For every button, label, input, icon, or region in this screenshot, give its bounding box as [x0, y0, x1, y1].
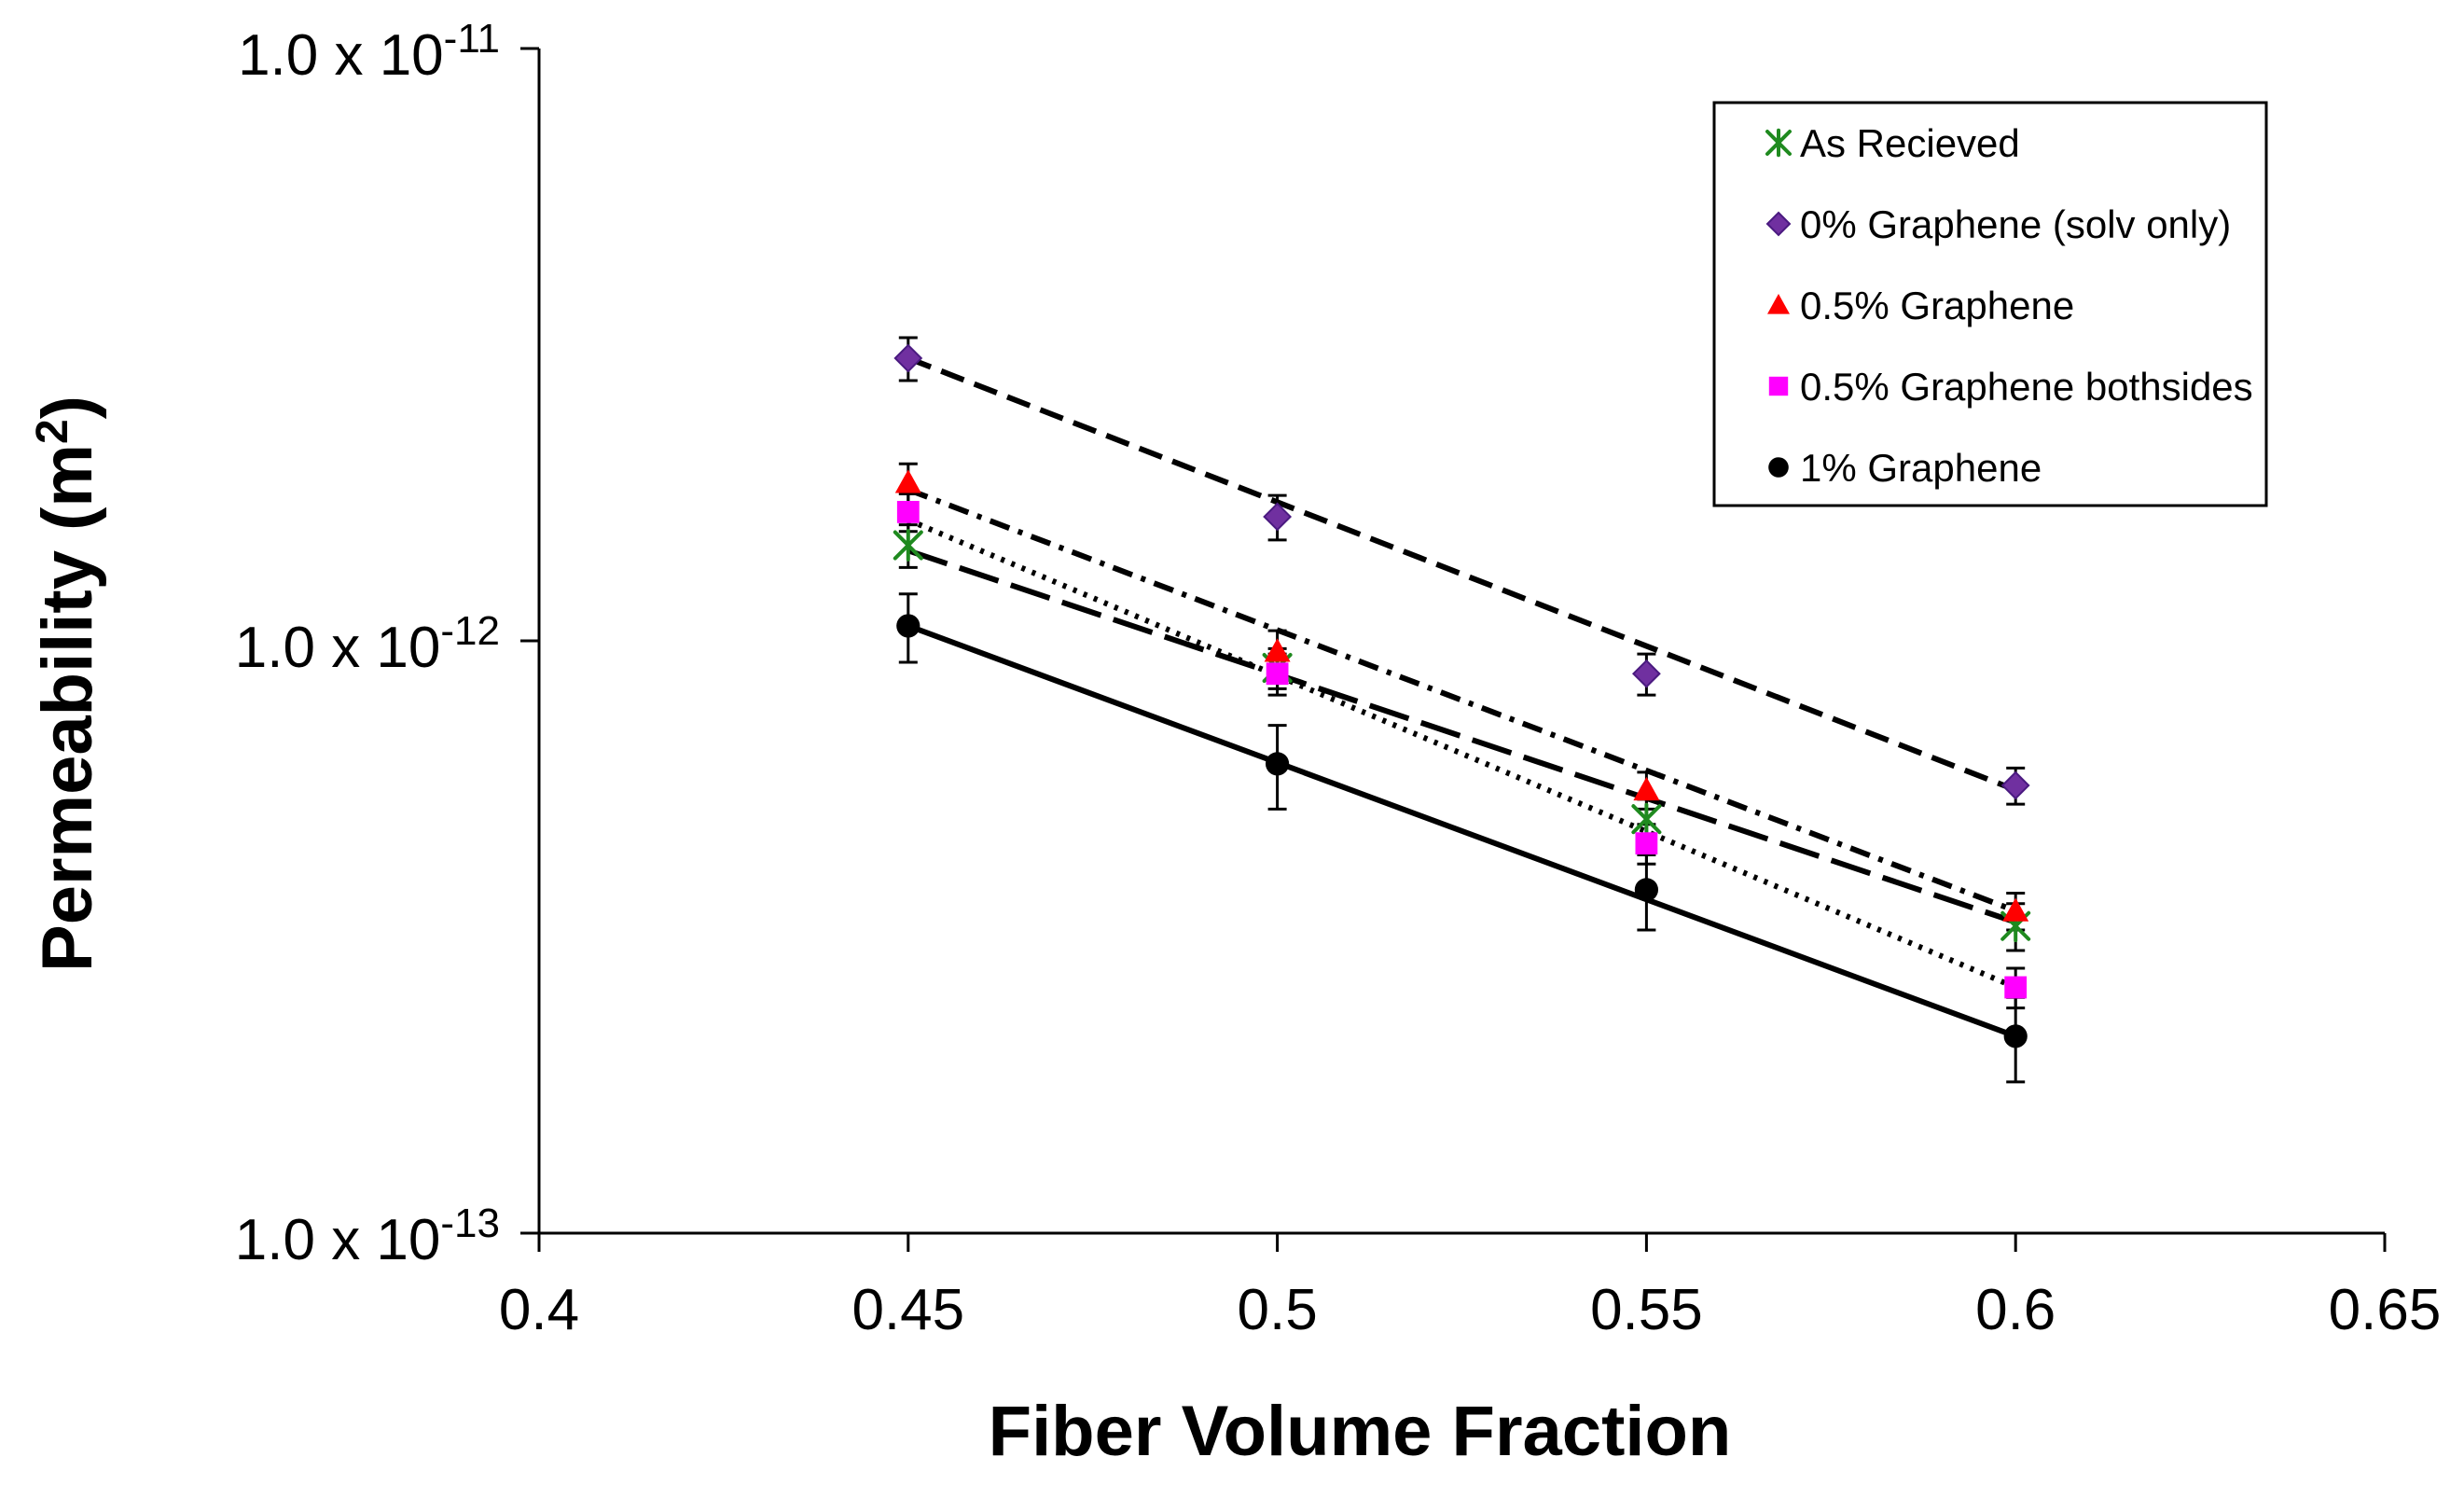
circle-marker — [2003, 1024, 2028, 1048]
x-axis-title: Fiber Volume Fraction — [989, 1392, 1732, 1471]
diamond-marker — [2000, 770, 2030, 800]
y-tick-label-base: 1.0 x 10 — [235, 1208, 441, 1272]
y-tick-label: 1.0 x 10-11 — [238, 16, 500, 88]
legend-item: 0% Graphene (solv only) — [1765, 202, 2231, 246]
legend-label: 0.5% Graphene — [1800, 284, 2074, 327]
legend-item: 0.5% Graphene bothsides — [1768, 365, 2253, 409]
trendline — [907, 548, 2017, 925]
x-tick-label: 0.5 — [1237, 1278, 1317, 1342]
diamond-marker — [1263, 502, 1293, 532]
legend-label: 0.5% Graphene bothsides — [1800, 365, 2253, 409]
square-marker — [1635, 832, 1658, 855]
legend-label: As Recieved — [1800, 121, 2020, 165]
legend-box — [1712, 101, 2268, 507]
y-axis-title-sup: 2 — [28, 419, 77, 444]
trendline — [907, 355, 2017, 793]
asterisk-marker — [1631, 802, 1662, 836]
legend-item: As Recieved — [1765, 121, 2020, 165]
triangle-marker — [1264, 638, 1291, 662]
y-tick-label-base: 1.0 x 10 — [235, 616, 441, 680]
y-axis-title-end: ) — [28, 396, 107, 419]
y-tick-label: 1.0 x 10-12 — [235, 608, 500, 680]
square-marker — [896, 500, 920, 523]
circle-marker — [1768, 457, 1789, 478]
y-axis-title-main: Permeability (m — [28, 444, 107, 972]
circle-marker — [1266, 752, 1290, 776]
y-tick-label-exponent: -13 — [440, 1200, 500, 1246]
legend-items: As Recieved 0% Graphene (solv only) 0.5% G… — [1765, 121, 2253, 490]
square-marker — [2004, 976, 2028, 999]
x-tick-label: 0.55 — [1590, 1278, 1703, 1342]
y-tick-label: 1.0 x 10-13 — [235, 1200, 500, 1272]
legend-item: 1% Graphene — [1768, 446, 2042, 490]
triangle-marker — [894, 469, 921, 493]
trendlines — [907, 355, 2017, 1039]
y-ticks: 1.0 x 10-111.0 x 10-121.0 x 10-13 — [235, 16, 539, 1272]
asterisk-marker — [893, 529, 923, 562]
diamond-marker — [893, 343, 923, 373]
diamond-marker — [1631, 659, 1661, 688]
legend-label: 0% Graphene (solv only) — [1800, 202, 2231, 246]
square-marker — [1266, 662, 1289, 686]
data-markers — [893, 343, 2031, 1048]
diamond-marker — [1765, 211, 1792, 237]
square-marker — [1768, 376, 1789, 396]
x-tick-label: 0.6 — [1975, 1278, 2056, 1342]
x-tick-label: 0.65 — [2329, 1278, 2442, 1342]
legend-label: 1% Graphene — [1800, 446, 2042, 490]
y-tick-label-exponent: -11 — [444, 16, 500, 62]
triangle-marker — [1633, 776, 1660, 801]
trendline — [907, 623, 2017, 1039]
y-tick-label-base: 1.0 x 10 — [238, 23, 444, 88]
y-tick-label-exponent: -12 — [440, 608, 500, 654]
x-tick-label: 0.4 — [499, 1278, 579, 1342]
legend: As Recieved 0% Graphene (solv only) 0.5% G… — [1712, 101, 2268, 507]
circle-marker — [896, 614, 921, 638]
x-ticks: 0.4 0.45 0.5 0.55 0.6 0.65 — [499, 1233, 2441, 1342]
triangle-marker — [2002, 897, 2029, 922]
y-axis-title: Permeability (m2) — [28, 396, 107, 972]
legend-item: 0.5% Graphene — [1767, 284, 2074, 327]
x-tick-label: 0.45 — [851, 1278, 964, 1342]
asterisk-marker — [1765, 128, 1792, 158]
triangle-marker — [1767, 294, 1790, 314]
circle-marker — [1634, 878, 1658, 902]
